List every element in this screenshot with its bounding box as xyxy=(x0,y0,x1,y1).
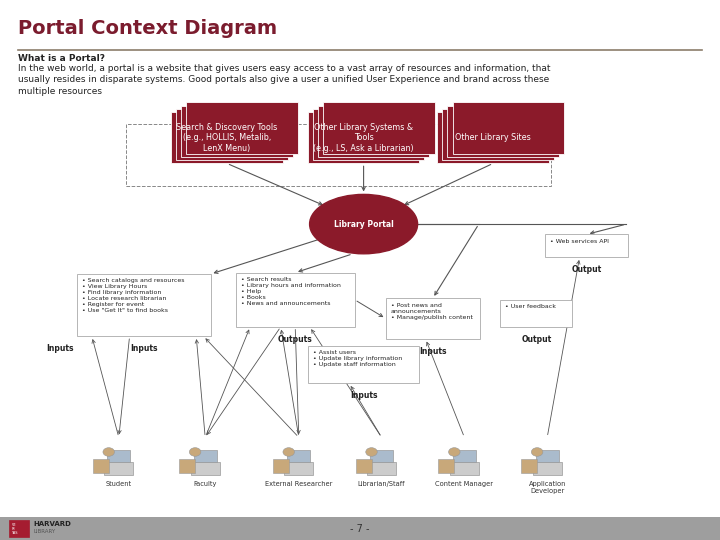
Text: Inputs: Inputs xyxy=(419,347,446,356)
Bar xyxy=(0,517,720,540)
Bar xyxy=(93,459,109,472)
FancyBboxPatch shape xyxy=(171,112,282,163)
Ellipse shape xyxy=(531,448,543,456)
Bar xyxy=(438,459,454,472)
Bar xyxy=(367,462,396,475)
Ellipse shape xyxy=(189,448,201,456)
Text: Application
Developer: Application Developer xyxy=(528,481,566,494)
Ellipse shape xyxy=(283,448,294,456)
Text: Student: Student xyxy=(106,481,132,487)
Text: • Search catalogs and resources
• View Library Hours
• Find library information
: • Search catalogs and resources • View L… xyxy=(83,279,185,313)
Text: Search & Discovery Tools
(e.g., HOLLIS, Metalib,
LenX Menu): Search & Discovery Tools (e.g., HOLLIS, … xyxy=(176,123,277,153)
Text: Other Library Sites: Other Library Sites xyxy=(455,133,531,142)
Text: • Search results
• Library hours and information
• Help
• Books
• News and annou: • Search results • Library hours and inf… xyxy=(240,277,341,306)
Bar xyxy=(533,462,562,475)
Bar xyxy=(273,459,289,472)
Ellipse shape xyxy=(366,448,377,456)
Text: Inputs: Inputs xyxy=(46,345,74,353)
Ellipse shape xyxy=(449,448,460,456)
FancyBboxPatch shape xyxy=(386,298,480,339)
Ellipse shape xyxy=(310,194,418,254)
Text: Output: Output xyxy=(521,335,552,344)
Text: Portal Context Diagram: Portal Context Diagram xyxy=(18,19,277,38)
FancyBboxPatch shape xyxy=(308,346,419,383)
Bar xyxy=(287,450,310,462)
Text: In the web world, a portal is a website that gives users easy access to a vast a: In the web world, a portal is a website … xyxy=(18,64,551,96)
Bar xyxy=(107,450,130,462)
Text: Output: Output xyxy=(572,265,602,274)
Bar xyxy=(191,462,220,475)
Text: Content Manager: Content Manager xyxy=(436,481,493,487)
Text: What is a Portal?: What is a Portal? xyxy=(18,54,105,63)
Bar xyxy=(104,462,133,475)
Bar xyxy=(194,450,217,462)
FancyBboxPatch shape xyxy=(176,109,288,160)
Text: HARVARD: HARVARD xyxy=(33,521,71,527)
Text: Inputs: Inputs xyxy=(130,345,158,353)
FancyBboxPatch shape xyxy=(438,112,549,163)
Text: Librarian/Staff: Librarian/Staff xyxy=(358,481,405,487)
FancyBboxPatch shape xyxy=(181,106,292,157)
FancyBboxPatch shape xyxy=(453,102,564,153)
Bar xyxy=(450,462,479,475)
Text: External Researcher: External Researcher xyxy=(265,481,333,487)
Text: • Post news and
announcements
• Manage/publish content: • Post news and announcements • Manage/p… xyxy=(391,302,473,320)
Text: - 7 -: - 7 - xyxy=(350,524,370,534)
Text: • User feedback: • User feedback xyxy=(505,304,557,309)
Bar xyxy=(536,450,559,462)
FancyBboxPatch shape xyxy=(236,273,354,327)
Text: Faculty: Faculty xyxy=(194,481,217,487)
FancyBboxPatch shape xyxy=(186,102,298,153)
FancyBboxPatch shape xyxy=(500,300,572,327)
Bar xyxy=(453,450,476,462)
Text: LIBRARY: LIBRARY xyxy=(33,529,55,534)
Text: VE
RI
TAS: VE RI TAS xyxy=(12,523,18,535)
Text: Outputs: Outputs xyxy=(278,335,312,344)
Text: • Web services API: • Web services API xyxy=(550,239,609,244)
Bar xyxy=(356,459,372,472)
Bar xyxy=(284,462,313,475)
Bar xyxy=(179,459,195,472)
FancyBboxPatch shape xyxy=(442,109,554,160)
Text: Other Library Systems &
Tools
(e.g., LS, Ask a Librarian): Other Library Systems & Tools (e.g., LS,… xyxy=(313,123,414,153)
Bar xyxy=(370,450,393,462)
FancyBboxPatch shape xyxy=(448,106,559,157)
Bar xyxy=(521,459,537,472)
FancyBboxPatch shape xyxy=(546,234,628,257)
FancyBboxPatch shape xyxy=(318,106,429,157)
Ellipse shape xyxy=(103,448,114,456)
Text: • Assist users
• Update library information
• Update staff information: • Assist users • Update library informat… xyxy=(312,350,402,367)
FancyBboxPatch shape xyxy=(78,274,210,336)
Text: Inputs: Inputs xyxy=(350,392,377,401)
FancyBboxPatch shape xyxy=(312,109,425,160)
FancyBboxPatch shape xyxy=(308,112,419,163)
Text: Library Portal: Library Portal xyxy=(334,220,393,228)
Bar xyxy=(9,520,29,537)
FancyBboxPatch shape xyxy=(323,102,435,153)
